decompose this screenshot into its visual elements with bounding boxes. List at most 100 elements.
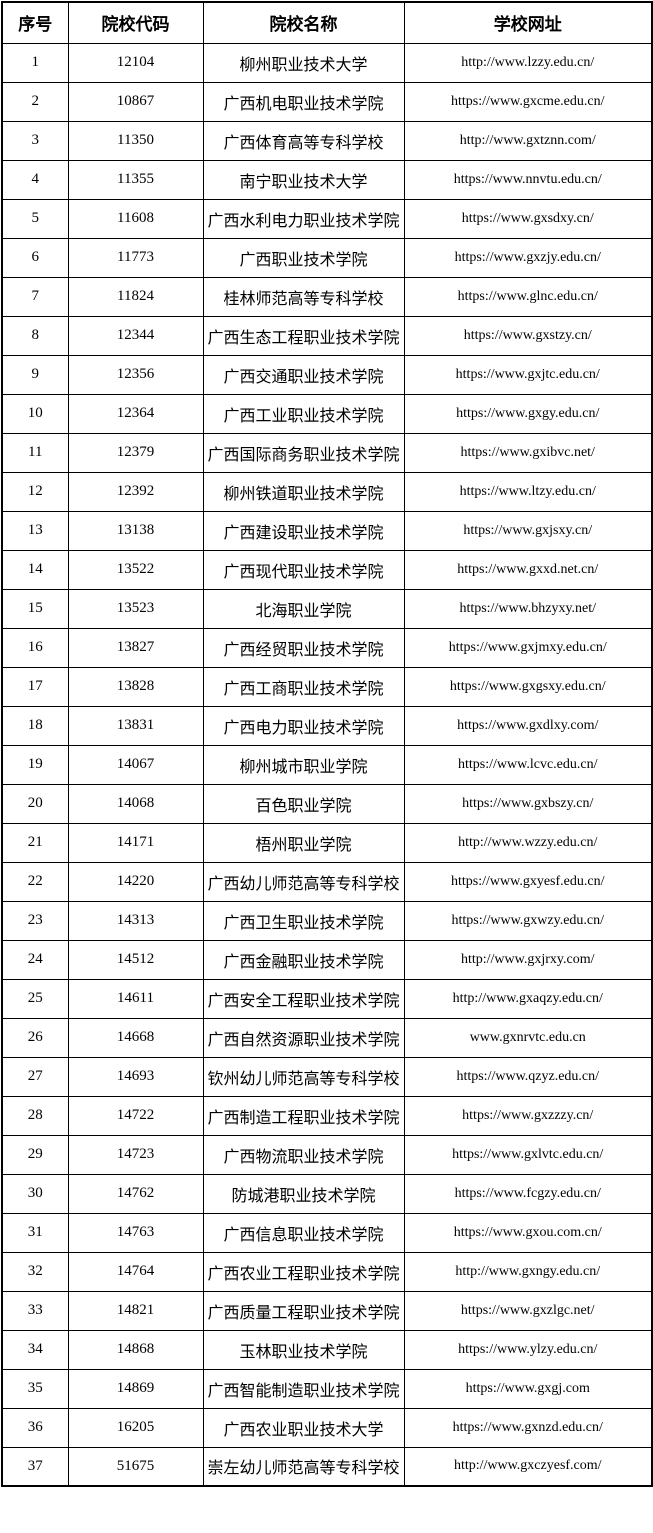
serial-number-cell: 7 bbox=[1, 276, 69, 317]
serial-number-cell: 5 bbox=[1, 198, 69, 239]
table-row: 23 14313 广西卫生职业技术学院 https://www.gxwzy.edu.c… bbox=[1, 900, 653, 941]
school-code-cell: 14171 bbox=[67, 822, 204, 863]
school-url-cell: https://www.gxnzd.edu.cn/ bbox=[403, 1407, 653, 1448]
table-row: 5 11608 广西水利电力职业技术学院 https://www.gxsdxy.cn/ bbox=[1, 198, 653, 239]
serial-number-cell: 6 bbox=[1, 237, 69, 278]
school-code-cell: 14668 bbox=[67, 1017, 204, 1058]
table-row: 35 14869 广西智能制造职业技术学院 https://www.gxgj.com bbox=[1, 1368, 653, 1409]
school-url-cell: https://www.gxcme.edu.cn/ bbox=[403, 81, 653, 122]
table-row: 8 12344 广西生态工程职业技术学院 https://www.gxstzy.cn/ bbox=[1, 315, 653, 356]
school-name-cell: 广西交通职业技术学院 bbox=[202, 354, 405, 395]
table-row: 11 12379 广西国际商务职业技术学院 https://www.gxibvc.ne… bbox=[1, 432, 653, 473]
serial-number-cell: 32 bbox=[1, 1251, 69, 1292]
school-name-cell: 玉林职业技术学院 bbox=[202, 1329, 405, 1370]
serial-number-cell: 18 bbox=[1, 705, 69, 746]
header-school-url: 学校网址 bbox=[403, 1, 653, 44]
school-code-cell: 14220 bbox=[67, 861, 204, 902]
school-code-cell: 14821 bbox=[67, 1290, 204, 1331]
school-url-cell: https://www.gxstzy.cn/ bbox=[403, 315, 653, 356]
serial-number-cell: 14 bbox=[1, 549, 69, 590]
school-name-cell: 南宁职业技术大学 bbox=[202, 159, 405, 200]
table-row: 21 14171 梧州职业学院 http://www.wzzy.edu.cn/ bbox=[1, 822, 653, 863]
serial-number-cell: 26 bbox=[1, 1017, 69, 1058]
table-row: 7 11824 桂林师范高等专科学校 https://www.glnc.edu.cn/ bbox=[1, 276, 653, 317]
table-row: 6 11773 广西职业技术学院 https://www.gxzjy.edu.cn/ bbox=[1, 237, 653, 278]
table-row: 10 12364 广西工业职业技术学院 https://www.gxgy.edu.cn… bbox=[1, 393, 653, 434]
school-url-cell: https://www.gxjmxy.edu.cn/ bbox=[403, 627, 653, 668]
school-url-cell: https://www.ylzy.edu.cn/ bbox=[403, 1329, 653, 1370]
header-serial-number: 序号 bbox=[1, 1, 69, 44]
school-code-cell: 14762 bbox=[67, 1173, 204, 1214]
school-name-cell: 北海职业学院 bbox=[202, 588, 405, 629]
table-row: 16 13827 广西经贸职业技术学院 https://www.gxjmxy.edu.… bbox=[1, 627, 653, 668]
school-name-cell: 崇左幼儿师范高等专科学校 bbox=[202, 1446, 405, 1487]
table-row: 14 13522 广西现代职业技术学院 https://www.gxxd.net.cn… bbox=[1, 549, 653, 590]
table-row: 26 14668 广西自然资源职业技术学院 www.gxnrvtc.edu.cn bbox=[1, 1017, 653, 1058]
serial-number-cell: 33 bbox=[1, 1290, 69, 1331]
school-code-cell: 14722 bbox=[67, 1095, 204, 1136]
school-code-cell: 10867 bbox=[67, 81, 204, 122]
school-url-cell: https://www.nnvtu.edu.cn/ bbox=[403, 159, 653, 200]
table-row: 15 13523 北海职业学院 https://www.bhzyxy.net/ bbox=[1, 588, 653, 629]
serial-number-cell: 35 bbox=[1, 1368, 69, 1409]
table-row: 28 14722 广西制造工程职业技术学院 https://www.gxzzzy.cn… bbox=[1, 1095, 653, 1136]
header-school-code: 院校代码 bbox=[67, 1, 204, 44]
school-url-cell: https://www.gxxd.net.cn/ bbox=[403, 549, 653, 590]
school-url-cell: http://www.gxngy.edu.cn/ bbox=[403, 1251, 653, 1292]
school-name-cell: 桂林师范高等专科学校 bbox=[202, 276, 405, 317]
serial-number-cell: 36 bbox=[1, 1407, 69, 1448]
school-name-cell: 柳州职业技术大学 bbox=[202, 42, 405, 83]
serial-number-cell: 23 bbox=[1, 900, 69, 941]
school-code-cell: 13828 bbox=[67, 666, 204, 707]
school-code-cell: 11350 bbox=[67, 120, 204, 161]
table-body: 1 12104 柳州职业技术大学 http://www.lzzy.edu.cn/2 10… bbox=[1, 42, 653, 1487]
serial-number-cell: 37 bbox=[1, 1446, 69, 1487]
school-code-cell: 14693 bbox=[67, 1056, 204, 1097]
school-url-cell: https://www.gxou.com.cn/ bbox=[403, 1212, 653, 1253]
table-row: 9 12356 广西交通职业技术学院 https://www.gxjtc.edu.cn… bbox=[1, 354, 653, 395]
school-url-cell: www.gxnrvtc.edu.cn bbox=[403, 1017, 653, 1058]
school-url-cell: https://www.bhzyxy.net/ bbox=[403, 588, 653, 629]
school-code-cell: 14764 bbox=[67, 1251, 204, 1292]
school-code-cell: 13522 bbox=[67, 549, 204, 590]
school-url-cell: https://www.gxlvtc.edu.cn/ bbox=[403, 1134, 653, 1175]
table-row: 3 11350 广西体育高等专科学校 http://www.gxtznn.com/ bbox=[1, 120, 653, 161]
serial-number-cell: 9 bbox=[1, 354, 69, 395]
school-code-cell: 14868 bbox=[67, 1329, 204, 1370]
school-url-cell: https://www.gxjtc.edu.cn/ bbox=[403, 354, 653, 395]
school-list-table: 序号 院校代码 院校名称 学校网址 1 12104 柳州职业技术大学 http://w… bbox=[1, 1, 653, 1487]
school-url-cell: http://www.gxtznn.com/ bbox=[403, 120, 653, 161]
serial-number-cell: 15 bbox=[1, 588, 69, 629]
school-name-cell: 广西信息职业技术学院 bbox=[202, 1212, 405, 1253]
table-row: 1 12104 柳州职业技术大学 http://www.lzzy.edu.cn/ bbox=[1, 42, 653, 83]
school-url-cell: https://www.fcgzy.edu.cn/ bbox=[403, 1173, 653, 1214]
school-url-cell: https://www.gxsdxy.cn/ bbox=[403, 198, 653, 239]
school-code-cell: 13827 bbox=[67, 627, 204, 668]
school-name-cell: 钦州幼儿师范高等专科学校 bbox=[202, 1056, 405, 1097]
school-url-cell: http://www.lzzy.edu.cn/ bbox=[403, 42, 653, 83]
table-row: 18 13831 广西电力职业技术学院 https://www.gxdlxy.com/ bbox=[1, 705, 653, 746]
school-name-cell: 广西体育高等专科学校 bbox=[202, 120, 405, 161]
school-url-cell: https://www.gxzjy.edu.cn/ bbox=[403, 237, 653, 278]
school-name-cell: 广西安全工程职业技术学院 bbox=[202, 978, 405, 1019]
serial-number-cell: 1 bbox=[1, 42, 69, 83]
school-name-cell: 广西金融职业技术学院 bbox=[202, 939, 405, 980]
table-header-row: 序号 院校代码 院校名称 学校网址 bbox=[1, 1, 653, 44]
school-url-cell: https://www.lcvc.edu.cn/ bbox=[403, 744, 653, 785]
table-row: 13 13138 广西建设职业技术学院 https://www.gxjsxy.cn/ bbox=[1, 510, 653, 551]
school-url-cell: https://www.gxgsxy.edu.cn/ bbox=[403, 666, 653, 707]
serial-number-cell: 10 bbox=[1, 393, 69, 434]
serial-number-cell: 3 bbox=[1, 120, 69, 161]
school-url-cell: https://www.gxbszy.cn/ bbox=[403, 783, 653, 824]
school-url-cell: https://www.gxwzy.edu.cn/ bbox=[403, 900, 653, 941]
school-name-cell: 广西智能制造职业技术学院 bbox=[202, 1368, 405, 1409]
school-url-cell: https://www.qzyz.edu.cn/ bbox=[403, 1056, 653, 1097]
school-code-cell: 12364 bbox=[67, 393, 204, 434]
school-url-cell: https://www.gxzlgc.net/ bbox=[403, 1290, 653, 1331]
school-code-cell: 13523 bbox=[67, 588, 204, 629]
school-url-cell: http://www.wzzy.edu.cn/ bbox=[403, 822, 653, 863]
table-row: 29 14723 广西物流职业技术学院 https://www.gxlvtc.edu.… bbox=[1, 1134, 653, 1175]
serial-number-cell: 19 bbox=[1, 744, 69, 785]
school-name-cell: 广西水利电力职业技术学院 bbox=[202, 198, 405, 239]
school-code-cell: 12356 bbox=[67, 354, 204, 395]
